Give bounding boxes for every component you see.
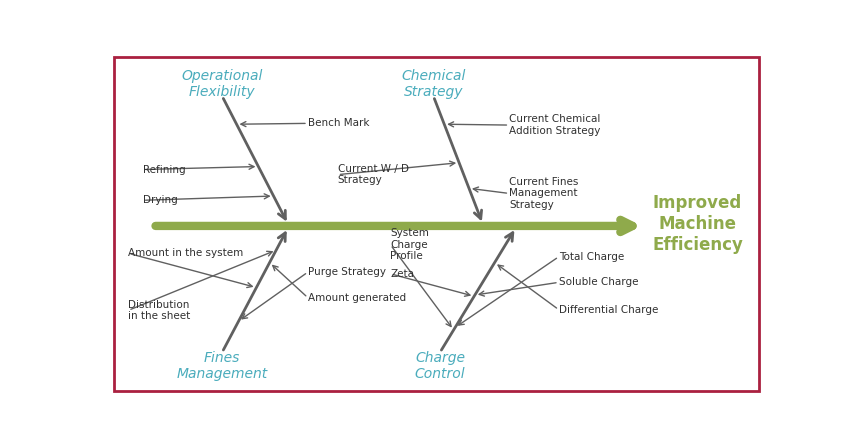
Text: Charge
Control: Charge Control (415, 351, 465, 381)
Text: Drying: Drying (143, 195, 177, 205)
Text: Fines
Management: Fines Management (176, 351, 268, 381)
Text: Bench Mark: Bench Mark (308, 119, 370, 128)
Text: Amount in the system: Amount in the system (129, 248, 244, 258)
Text: System
Charge
Profile: System Charge Profile (390, 228, 429, 262)
Text: Refining: Refining (143, 165, 186, 174)
Text: Improved
Machine
Efficiency: Improved Machine Efficiency (652, 194, 743, 254)
Text: Soluble Charge: Soluble Charge (559, 278, 638, 287)
Text: Zeta: Zeta (390, 269, 414, 279)
Text: Current Chemical
Addition Strategy: Current Chemical Addition Strategy (509, 114, 601, 136)
Text: Total Charge: Total Charge (559, 252, 624, 262)
Text: Amount generated: Amount generated (308, 293, 406, 303)
Text: Current W / D
Strategy: Current W / D Strategy (337, 164, 409, 186)
Text: Operational
Flexibility: Operational Flexibility (181, 69, 262, 99)
Text: Purge Strategy: Purge Strategy (308, 267, 386, 277)
Text: Current Fines
Management
Strategy: Current Fines Management Strategy (509, 177, 579, 210)
Text: Distribution
in the sheet: Distribution in the sheet (129, 300, 191, 321)
Text: Chemical
Strategy: Chemical Strategy (401, 69, 465, 99)
Text: Differential Charge: Differential Charge (559, 305, 659, 315)
